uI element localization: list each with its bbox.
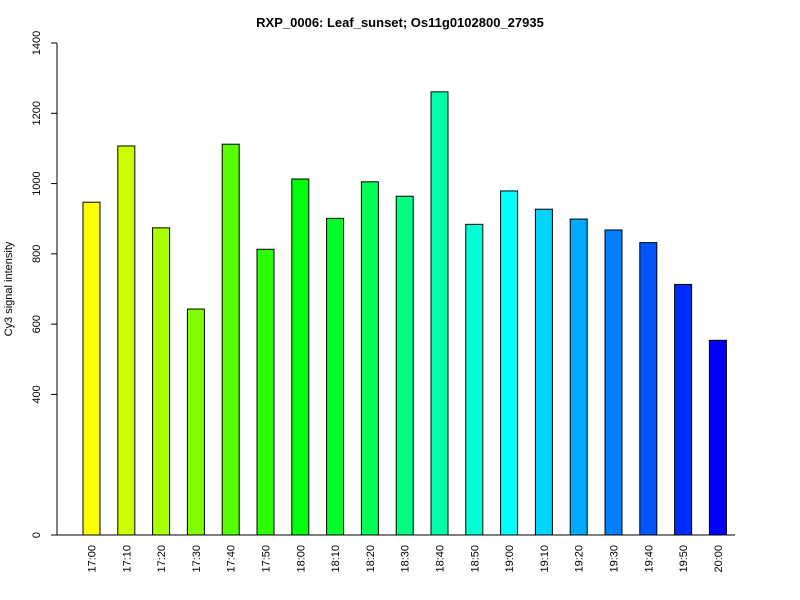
x-tick-label: 18:50	[469, 545, 481, 573]
y-tick-label: 800	[31, 245, 43, 263]
x-tick-label: 17:30	[191, 545, 203, 573]
bar-1830	[395, 195, 414, 536]
x-tick-label: 17:50	[261, 545, 273, 573]
bar-1710	[117, 145, 136, 536]
bar-1910	[534, 208, 553, 536]
bar-1950	[674, 283, 693, 536]
x-axis-ticks: 17:00 17:10 17:20 17:30 17:40 17:50 18:00 18:10…	[87, 545, 725, 573]
bar-1820	[360, 181, 379, 536]
bar-1810	[326, 217, 345, 536]
y-tick-label: 1200	[31, 101, 43, 125]
x-tick-label: 19:20	[574, 545, 586, 573]
x-tick-label: 19:50	[678, 545, 690, 573]
x-tick-label: 18:30	[400, 545, 412, 573]
y-axis-label: Cy3 signal intensity	[3, 241, 15, 336]
bar-1700	[82, 201, 101, 536]
bar-1920	[569, 218, 588, 536]
bar-1940	[639, 242, 658, 536]
bar-1750	[256, 248, 275, 536]
bar-1730	[186, 308, 205, 536]
x-tick-label: 19:40	[643, 545, 655, 573]
chart-title: RXP_0006: Leaf_sunset; Os11g0102800_2793…	[256, 15, 544, 30]
bar-2000	[708, 339, 727, 536]
bar-1900	[500, 190, 519, 536]
x-tick-label: 20:00	[713, 545, 725, 573]
x-tick-label: 19:30	[609, 545, 621, 573]
y-tick-label: 1400	[31, 31, 43, 55]
y-tick-label: 1000	[31, 171, 43, 195]
bar-1840	[430, 91, 449, 536]
bar-1800	[291, 178, 310, 536]
bar-1740	[221, 143, 240, 536]
x-tick-label: 17:00	[87, 545, 99, 573]
y-tick-label: 0	[31, 532, 43, 538]
y-axis-ticks: 0 400 600 800 1000 1200 1400	[31, 31, 57, 538]
x-tick-label: 18:10	[330, 545, 342, 573]
x-tick-label: 18:40	[435, 545, 447, 573]
bar-1850	[465, 223, 484, 536]
x-tick-label: 18:20	[365, 545, 377, 573]
bar-1720	[152, 227, 171, 536]
x-tick-label: 17:20	[156, 545, 168, 573]
x-tick-label: 17:10	[121, 545, 133, 573]
bar-1930	[604, 229, 623, 536]
x-tick-label: 17:40	[226, 545, 238, 573]
x-tick-label: 18:00	[295, 545, 307, 573]
x-tick-label: 19:00	[504, 545, 516, 573]
y-tick-label: 600	[31, 315, 43, 333]
bar-series	[82, 91, 727, 536]
y-tick-label: 400	[31, 385, 43, 403]
x-tick-label: 19:10	[539, 545, 551, 573]
